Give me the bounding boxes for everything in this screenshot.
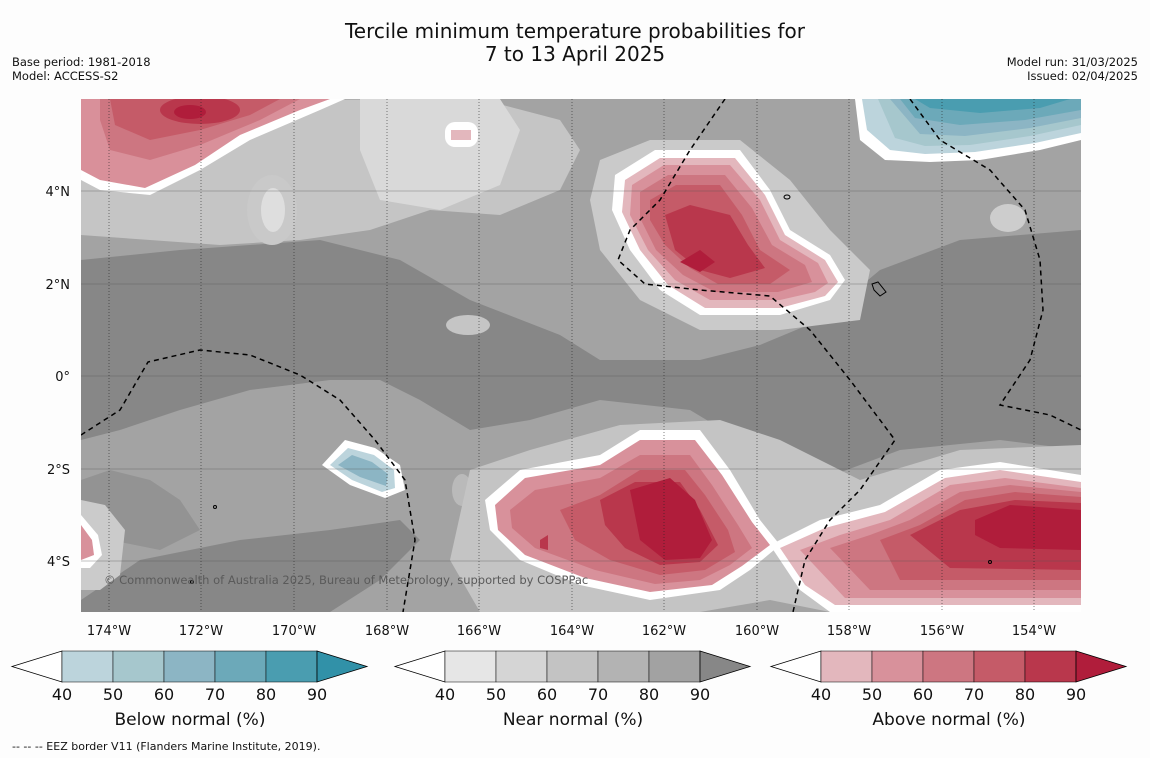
colorbar-tick-label: 60	[913, 685, 933, 704]
colorbar-extend-high	[699, 650, 752, 683]
lon-label: 172°W	[179, 624, 223, 639]
colorbar-segment	[163, 650, 216, 683]
meta-left: Base period: 1981-2018 Model: ACCESS-S2	[12, 55, 151, 83]
colorbar-segment	[265, 650, 318, 683]
lon-label: 168°W	[365, 624, 409, 639]
colorbar-segment	[495, 650, 548, 683]
colorbar-title-above: Above normal (%)	[872, 710, 1026, 730]
base-period-text: Base period: 1981-2018	[12, 55, 151, 69]
chart-title-line2: 7 to 13 April 2025	[484, 42, 666, 66]
small-warm-spot	[451, 130, 471, 140]
lon-label: 162°W	[642, 624, 686, 639]
colorbar-extend-high	[316, 650, 369, 683]
colorbar-tick-label: 80	[1015, 685, 1035, 704]
eez-borders	[81, 99, 1081, 612]
lat-label: 0°	[55, 370, 70, 385]
issued-text: Issued: 02/04/2025	[1027, 69, 1138, 83]
dark-gray-south	[81, 520, 420, 612]
colorbar-extend-low	[10, 650, 63, 683]
above-normal-far-sw	[81, 515, 102, 568]
colorbar-segment	[973, 650, 1026, 683]
colorbar-segment	[1024, 650, 1077, 683]
colorbar-title-near: Near normal (%)	[502, 710, 644, 730]
lon-labels: 174°W 172°W 170°W 168°W 166°W 164°W 162°…	[87, 624, 1056, 639]
colorbar-tick-label: 60	[537, 685, 557, 704]
colorbar-below: 40 50 60 70 80 90	[10, 650, 369, 704]
colorbar-segment	[61, 650, 114, 683]
copyright-text: © Commonwealth of Australia 2025, Bureau…	[104, 573, 588, 587]
colorbar-above: 40 50 60 70 80 90	[769, 650, 1128, 704]
lon-label: 166°W	[457, 624, 501, 639]
colorbar-tick-label: 70	[964, 685, 984, 704]
colorbar-segment	[648, 650, 701, 683]
model-run-text: Model run: 31/03/2025	[1006, 55, 1138, 69]
islands	[190, 194, 992, 584]
colorbar-tick-label: 70	[588, 685, 608, 704]
colorbar-segment	[871, 650, 924, 683]
colorbar-segment	[597, 650, 650, 683]
lon-label: 158°W	[827, 624, 871, 639]
colorbar-tick-label: 90	[307, 685, 327, 704]
colorbar-segment	[922, 650, 975, 683]
dark-gray-band	[81, 230, 1081, 500]
map-field: © Commonwealth of Australia 2025, Bureau…	[81, 99, 1081, 612]
colorbar-extend-low	[769, 650, 822, 683]
colorbar-segment	[214, 650, 267, 683]
lon-label: 174°W	[87, 624, 131, 639]
lon-label: 164°W	[550, 624, 594, 639]
light-gray-patch-d	[446, 315, 490, 335]
meta-right: Model run: 31/03/2025 Issued: 02/04/2025	[1007, 55, 1138, 83]
colorbar-tick-label: 60	[154, 685, 174, 704]
colorbar-tick-label: 90	[1066, 685, 1086, 704]
colorbar-tick-label: 80	[256, 685, 276, 704]
lon-label: 160°W	[735, 624, 779, 639]
colorbar-tick-label: 40	[52, 685, 72, 704]
colorbar-tick-label: 90	[690, 685, 710, 704]
below-normal-ne	[855, 99, 1081, 162]
lon-label: 154°W	[1012, 624, 1056, 639]
lighter-gray-north	[360, 99, 520, 210]
colorbar-tick-label: 40	[811, 685, 831, 704]
model-text: Model: ACCESS-S2	[12, 69, 119, 83]
colorbar-title-below: Below normal (%)	[114, 710, 266, 730]
colorbar-extend-high	[1075, 650, 1128, 683]
lon-label: 170°W	[272, 624, 316, 639]
light-gray-patch-b	[261, 188, 285, 232]
colorbar-segment	[112, 650, 165, 683]
colorbar-tick-label: 70	[205, 685, 225, 704]
colorbar-segment	[546, 650, 599, 683]
lat-label: 2°N	[46, 278, 71, 293]
above-normal-nw	[81, 99, 345, 195]
colorbar-tick-label: 80	[639, 685, 659, 704]
colorbar-extend-low	[393, 650, 446, 683]
light-gray-patch-c	[990, 204, 1026, 232]
above-normal-se	[770, 462, 1081, 612]
colorbar-segment	[820, 650, 873, 683]
lat-label: 2°S	[47, 463, 70, 478]
colorbar-segment	[444, 650, 497, 683]
colorbar-tick-label: 50	[862, 685, 882, 704]
lat-label: 4°S	[47, 555, 70, 570]
colorbar-near: 40 50 60 70 80 90	[393, 650, 752, 704]
light-gray-sw	[81, 500, 125, 590]
colorbar-tick-label: 40	[435, 685, 455, 704]
colorbars: 40 50 60 70 80 90 40 50 60 70 80 90 40 50 60 70 80 90	[10, 650, 1128, 704]
colorbar-tick-label: 50	[103, 685, 123, 704]
above-normal-south	[485, 430, 780, 600]
lat-gridlines	[81, 190, 1081, 562]
eez-footnote: -- -- -- EEZ border V11 (Flanders Marine…	[12, 740, 321, 753]
colorbar-tick-label: 50	[486, 685, 506, 704]
lat-labels: 4°N 2°N 0° 2°S 4°S	[46, 185, 71, 570]
chart-title-line1: Tercile minimum temperature probabilitie…	[344, 19, 806, 43]
lat-label: 4°N	[46, 185, 71, 200]
lon-label: 156°W	[920, 624, 964, 639]
